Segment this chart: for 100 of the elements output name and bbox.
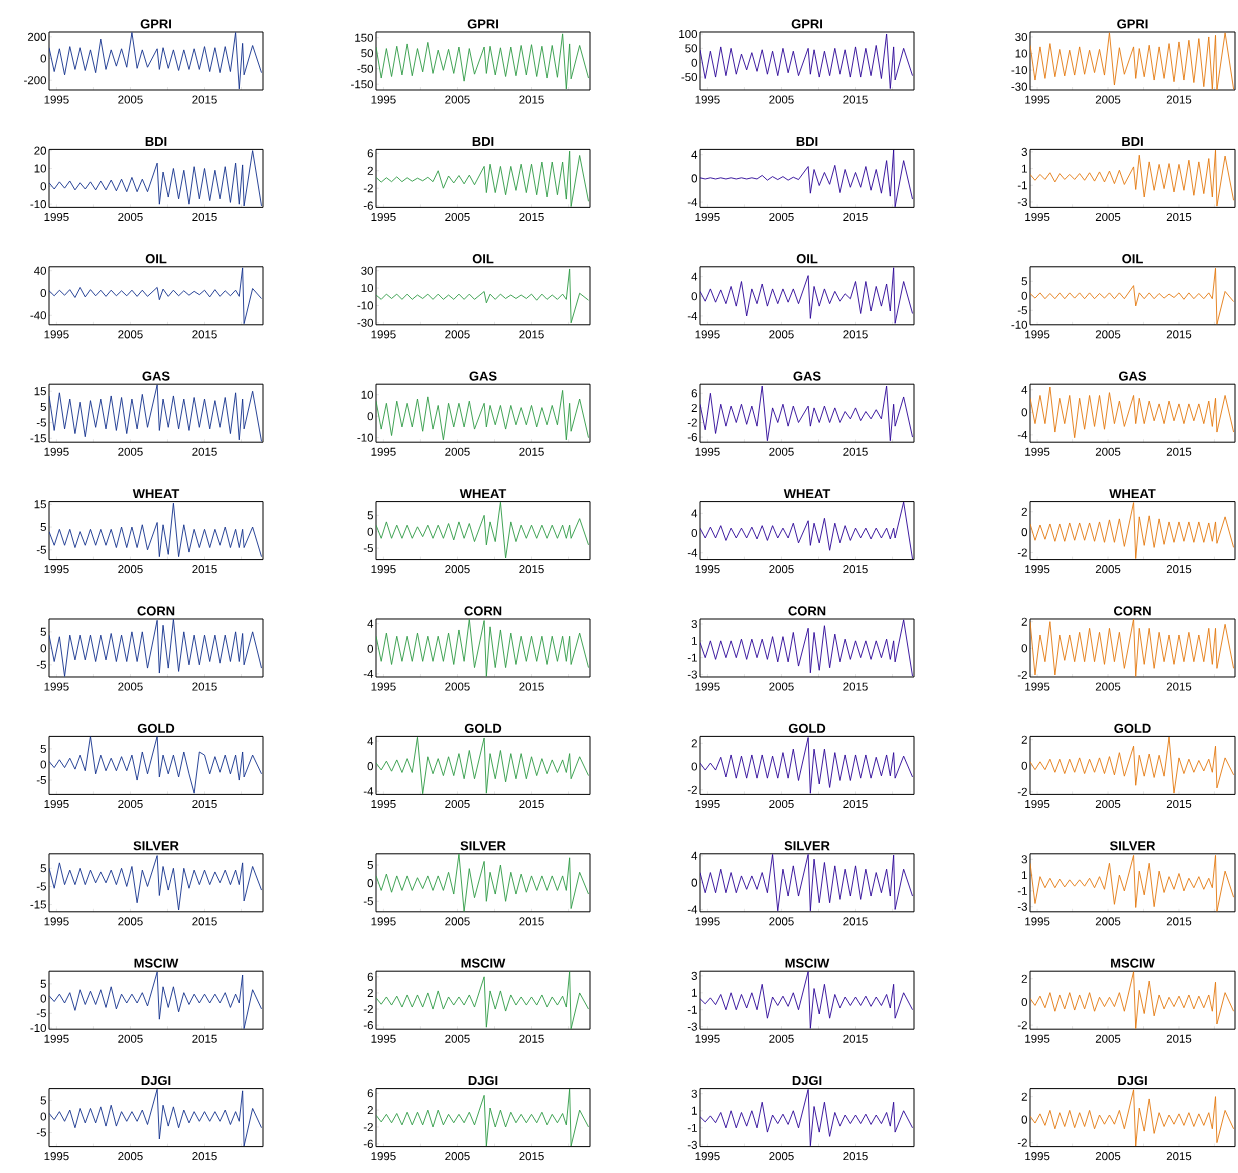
y-tick-label: -2	[363, 184, 373, 193]
y-tick-label: -2	[1017, 670, 1027, 679]
chart-title: BDI	[1122, 136, 1143, 146]
x-tick-label: 1995	[1025, 1152, 1050, 1161]
y-tick-label: 0	[367, 879, 374, 888]
chart-title: GOLD	[464, 723, 502, 733]
x-tick-label: 2005	[118, 799, 143, 809]
chart-title: SILVER	[460, 841, 506, 851]
x-tick-label: 2015	[1166, 565, 1192, 574]
x-tick-label: 1995	[695, 95, 720, 104]
y-tick-label: 10	[361, 284, 374, 293]
x-tick-label: 2015	[192, 682, 217, 691]
y-tick-label: -6	[363, 201, 373, 210]
x-tick-label: 1995	[695, 212, 720, 222]
y-tick-label: -15	[30, 900, 46, 909]
y-tick-label: 2	[691, 739, 697, 748]
y-tick-label: -10	[30, 200, 47, 209]
y-tick-label: -1	[1017, 181, 1027, 190]
x-tick-label: 1995	[1025, 95, 1050, 104]
line-series	[49, 1088, 262, 1147]
y-tick-label: 10	[1015, 49, 1028, 58]
y-tick-label: -4	[363, 669, 374, 678]
line-series	[376, 501, 589, 559]
x-tick-label: 1995	[371, 917, 396, 926]
y-tick-label: -50	[681, 73, 698, 82]
y-tick-label: 3	[691, 1089, 697, 1098]
x-tick-label: 2005	[445, 1152, 470, 1161]
y-tick-label: -3	[1017, 197, 1027, 207]
x-tick-label: 2015	[192, 917, 217, 926]
y-tick-label: 5	[1021, 277, 1028, 286]
x-tick-label: 2005	[118, 1034, 143, 1043]
x-tick-label: 2005	[1095, 1152, 1121, 1161]
y-tick-label: 1	[1022, 164, 1027, 173]
x-tick-label: 1995	[371, 1034, 396, 1043]
y-tick-label: -150	[351, 80, 374, 89]
x-tick-label: 1995	[695, 1034, 720, 1043]
x-tick-label: 1995	[1025, 917, 1050, 926]
y-tick-label: 3	[691, 971, 697, 980]
line-series	[376, 33, 589, 90]
chart-title: WHEAT	[132, 489, 180, 499]
x-tick-label: 2015	[192, 1034, 217, 1043]
line-series	[49, 502, 262, 558]
x-tick-label: 2005	[1095, 212, 1121, 222]
x-tick-label: 1995	[44, 330, 69, 339]
y-tick-label: 5	[40, 979, 46, 988]
x-tick-label: 1995	[695, 565, 720, 574]
y-tick-label: 15	[34, 500, 46, 509]
y-tick-label: 15	[34, 387, 46, 396]
y-tick-label: -2	[363, 1005, 373, 1014]
x-tick-label: 2015	[1166, 95, 1192, 104]
y-tick-label: -2	[687, 418, 697, 427]
line-series	[49, 971, 262, 1030]
line-series	[49, 855, 262, 911]
x-tick-label: 2005	[1095, 447, 1121, 456]
x-tick-label: 2015	[843, 447, 868, 456]
x-tick-label: 1995	[371, 799, 396, 809]
y-tick-label: 0	[1021, 1115, 1028, 1124]
x-tick-label: 1995	[371, 682, 396, 691]
y-tick-label: 0	[1021, 644, 1028, 653]
chart-title: WHEAT	[783, 489, 831, 499]
line-series	[1030, 1089, 1235, 1147]
x-tick-label: 1995	[371, 565, 396, 574]
x-tick-label: 2005	[118, 447, 143, 456]
x-tick-label: 1995	[695, 330, 720, 339]
y-tick-label: 4	[691, 150, 698, 159]
y-tick-label: -40	[30, 311, 47, 320]
y-tick-label: -6	[363, 1021, 373, 1030]
y-tick-label: 0	[367, 412, 374, 421]
x-tick-label: 2015	[1166, 1152, 1192, 1161]
x-tick-label: 2015	[843, 1034, 868, 1043]
x-tick-label: 1995	[371, 330, 396, 339]
x-tick-label: 2005	[445, 682, 470, 691]
y-tick-label: -6	[363, 1139, 373, 1148]
y-tick-label: 0	[367, 644, 374, 653]
x-tick-label: 2005	[769, 799, 794, 809]
line-series	[376, 618, 589, 677]
y-tick-label: 2	[1021, 735, 1027, 744]
x-tick-label: 1995	[1025, 799, 1050, 809]
x-tick-label: 2015	[519, 799, 544, 809]
x-tick-label: 1995	[1025, 212, 1050, 222]
chart-title: GAS	[793, 371, 821, 381]
x-tick-label: 2015	[519, 1152, 544, 1161]
chart-title: GPRI	[791, 19, 822, 29]
y-tick-label: -2	[1017, 787, 1027, 796]
x-tick-label: 1995	[371, 1152, 396, 1161]
x-tick-label: 2015	[1166, 1034, 1192, 1043]
y-tick-label: 2	[1021, 507, 1027, 516]
y-tick-label: 0	[691, 528, 698, 538]
x-tick-label: 2005	[445, 565, 470, 574]
y-tick-label: -5	[36, 1128, 46, 1137]
x-tick-label: 1995	[695, 799, 720, 809]
line-series	[1030, 267, 1235, 325]
x-tick-label: 1995	[44, 565, 69, 574]
x-tick-label: 1995	[44, 447, 69, 456]
y-tick-label: 3	[1021, 855, 1027, 864]
y-tick-label: 30	[1015, 32, 1028, 42]
y-tick-label: -30	[357, 318, 374, 327]
x-tick-label: 2015	[843, 799, 868, 809]
y-tick-label: 0	[691, 174, 698, 183]
x-tick-label: 1995	[44, 682, 69, 691]
